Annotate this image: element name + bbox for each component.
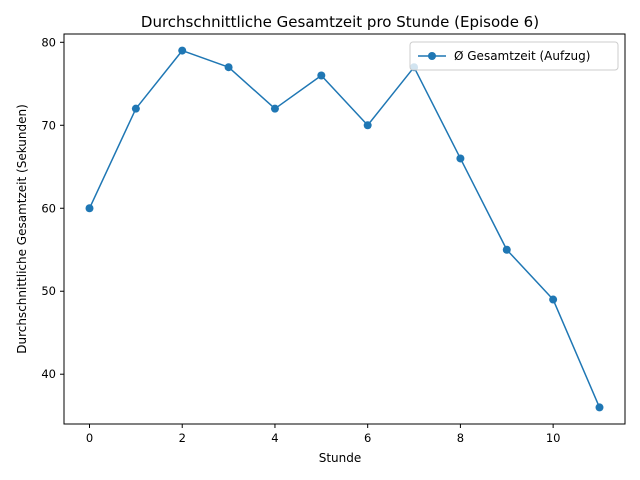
x-axis-label: Stunde (319, 451, 362, 465)
data-point (178, 46, 187, 55)
series-line (88, 49, 601, 408)
data-point (224, 63, 233, 72)
legend: Ø Gesamtzeit (Aufzug) (409, 41, 619, 71)
legend-marker (428, 52, 436, 60)
data-point (270, 104, 279, 113)
data-point (456, 154, 465, 163)
data-point (85, 204, 94, 213)
data-point (131, 104, 140, 113)
data-point (595, 403, 604, 412)
y-axis-label: Durchschnittliche Gesamtzeit (Sekunden) (15, 104, 29, 354)
x-tick-label: 8 (457, 431, 464, 445)
axis-ticks: 0 2 4 6 8 10 40 50 60 70 80 (41, 35, 560, 445)
y-tick-label: 50 (41, 284, 56, 298)
x-tick-label: 2 (179, 431, 186, 445)
x-tick-label: 10 (546, 431, 561, 445)
y-tick-label: 40 (41, 367, 56, 381)
chart-title: Durchschnittliche Gesamtzeit pro Stunde … (141, 13, 539, 31)
data-point (363, 121, 372, 130)
legend-box (409, 41, 619, 71)
x-tick-label: 6 (364, 431, 371, 445)
plot-frame (63, 33, 626, 425)
x-tick-label: 0 (86, 431, 93, 445)
data-point (502, 245, 511, 254)
data-point (549, 295, 558, 304)
y-tick-label: 60 (41, 201, 56, 215)
data-point (317, 71, 326, 80)
x-tick-label: 4 (271, 431, 278, 445)
y-tick-label: 70 (41, 118, 56, 132)
legend-label: Ø Gesamtzeit (Aufzug) (454, 49, 590, 63)
series-lines (88, 49, 601, 408)
y-tick-label: 80 (41, 35, 56, 49)
